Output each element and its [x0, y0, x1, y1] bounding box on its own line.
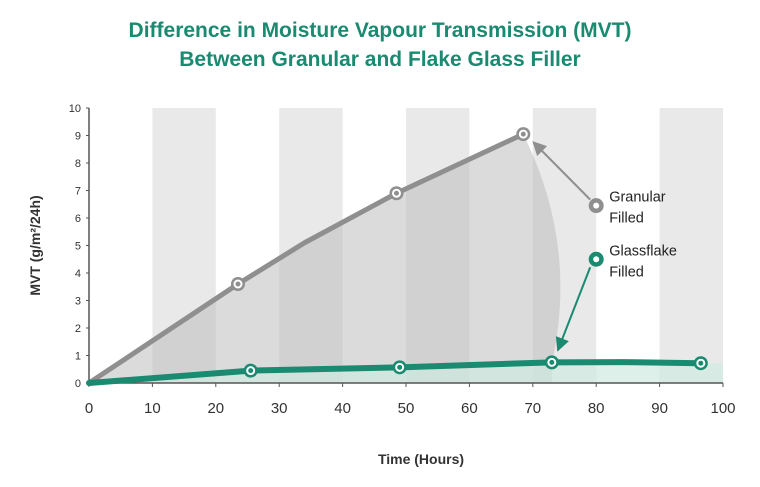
- data-point-ring: [518, 129, 528, 139]
- x-tick-label: 20: [207, 400, 224, 417]
- x-tick-label: 30: [271, 400, 288, 417]
- data-point: [693, 356, 708, 371]
- annotation-arrow: [555, 266, 592, 352]
- data-point: [544, 355, 559, 370]
- x-tick-label: 90: [651, 400, 668, 417]
- data-point: [389, 186, 404, 201]
- y-tick-label: 4: [75, 268, 81, 280]
- y-tick-label: 7: [75, 186, 81, 198]
- y-tick-label: 10: [69, 103, 81, 115]
- annotation-label-glassflake: Filled: [609, 264, 644, 280]
- series-line-glassflake: [86, 359, 704, 386]
- data-point-ring: [233, 279, 243, 289]
- x-tick-label: 40: [334, 400, 351, 417]
- annotation-label-glassflake: Glassflake: [609, 243, 677, 259]
- y-axis-label: MVT (g/m²/24h): [27, 195, 43, 295]
- y-tick-label: 6: [75, 213, 81, 225]
- data-point: [230, 277, 245, 291]
- y-tick-label: 9: [75, 131, 81, 143]
- y-tick-label: 1: [75, 351, 81, 363]
- x-axis-label: Time (Hours): [378, 451, 464, 467]
- y-tick-label: 2: [75, 323, 81, 335]
- chart-title-line-1: Difference in Moisture Vapour Transmissi…: [128, 19, 632, 42]
- glassflake-area: [89, 362, 723, 383]
- x-tick-label: 50: [398, 400, 415, 417]
- grid-band: [659, 108, 723, 383]
- data-point-ring: [246, 366, 256, 376]
- y-tick-label: 3: [75, 296, 81, 308]
- legend-marker-center: [593, 256, 600, 263]
- data-point-ring: [547, 357, 557, 367]
- y-tick-label: 5: [75, 241, 81, 253]
- x-tick-label: 0: [85, 400, 93, 417]
- data-point: [243, 363, 258, 378]
- annotation-label-granular: Granular: [609, 190, 666, 206]
- annotation-label-granular: Filled: [609, 211, 644, 227]
- x-tick-label: 80: [588, 400, 605, 417]
- y-tick-label: 8: [75, 158, 81, 170]
- annotation-arrow: [532, 141, 591, 201]
- data-point: [392, 360, 407, 375]
- x-tick-label: 10: [144, 400, 161, 417]
- data-point-ring: [395, 362, 405, 372]
- x-tick-label: 60: [461, 400, 478, 417]
- data-point: [516, 127, 531, 142]
- y-tick-label: 0: [75, 378, 81, 390]
- granular-area: [89, 134, 561, 383]
- x-tick-label: 100: [710, 400, 735, 417]
- chart-title-line-2: Between Granular and Flake Glass Filler: [179, 48, 581, 71]
- series-line-granular: [86, 131, 526, 386]
- data-point-ring: [696, 358, 706, 368]
- data-point-ring: [391, 188, 401, 198]
- x-tick-label: 70: [524, 400, 541, 417]
- legend-marker-center: [593, 202, 600, 209]
